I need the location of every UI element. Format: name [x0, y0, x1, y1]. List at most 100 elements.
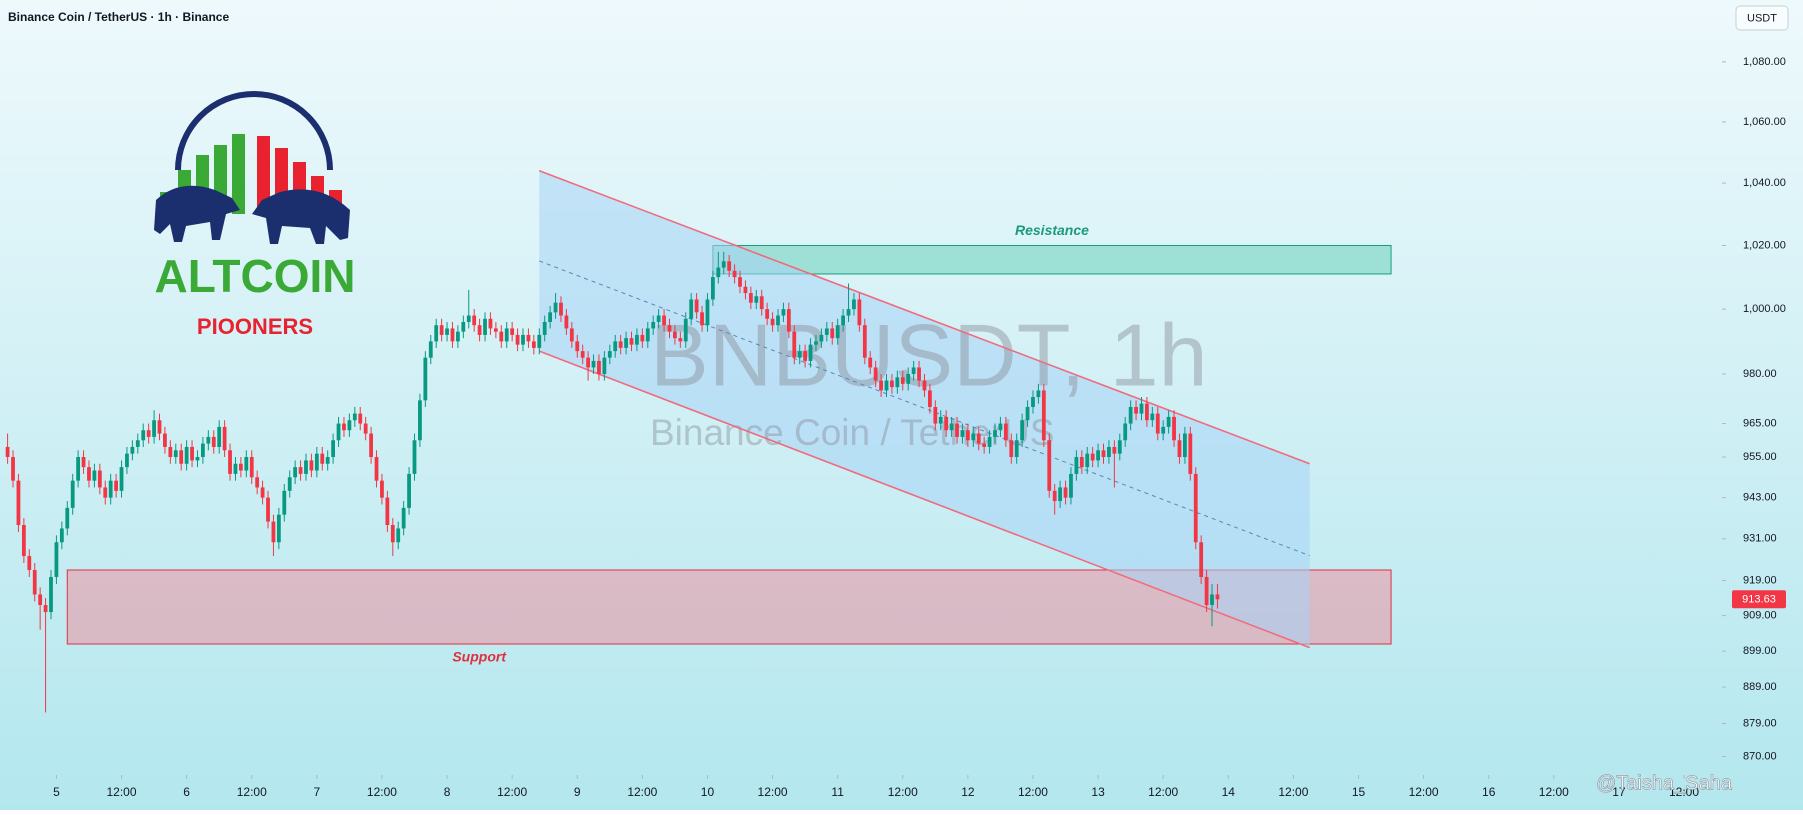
- candle-body: [673, 331, 677, 339]
- candle-body: [493, 328, 498, 332]
- x-tick-label: 12:00: [1539, 785, 1569, 799]
- candle-body: [933, 406, 938, 424]
- y-tick-label: 980.00: [1743, 368, 1777, 380]
- candle-body: [748, 293, 753, 303]
- logo: ALTCOIN PIOONERS: [154, 91, 356, 339]
- currency: USDT: [1747, 12, 1777, 24]
- candle-body: [765, 309, 770, 319]
- candle-body: [488, 318, 493, 329]
- candle-body: [108, 480, 113, 498]
- candle-body: [635, 334, 639, 345]
- candle-body: [1188, 433, 1193, 474]
- logo-bull: [154, 185, 240, 242]
- candle-body: [879, 380, 883, 391]
- x-tick-label: 17: [1612, 785, 1626, 799]
- candle-body: [559, 302, 563, 316]
- logo-title: ALTCOIN: [154, 250, 355, 302]
- candle-body: [895, 377, 900, 388]
- candle-body: [466, 315, 471, 322]
- x-tick-label: 15: [1352, 785, 1366, 799]
- candle-body: [1182, 433, 1187, 458]
- candle-body: [369, 433, 373, 458]
- candle-body: [1058, 487, 1063, 502]
- candle-body: [770, 318, 775, 326]
- y-tick-label: 870.00: [1743, 750, 1777, 762]
- candle-body: [1009, 440, 1014, 458]
- candle-body: [721, 261, 726, 268]
- candle-body: [727, 261, 732, 271]
- logo-bar: [257, 136, 270, 214]
- candle-body: [694, 299, 699, 313]
- candle-body: [97, 470, 102, 488]
- candle-body: [455, 331, 460, 342]
- candle-body: [531, 341, 536, 348]
- candle-body: [11, 457, 15, 481]
- candle-body: [347, 420, 352, 431]
- candle-body: [1112, 446, 1117, 454]
- candle-body: [1041, 390, 1046, 441]
- candle-body: [884, 380, 889, 391]
- candle-body: [922, 380, 927, 391]
- candle-body: [266, 497, 270, 522]
- candle-body: [700, 312, 704, 326]
- candle-body: [857, 299, 862, 326]
- candle-body: [846, 309, 851, 316]
- channel-upper: [538, 170, 1310, 465]
- y-tick-label: 1,060.00: [1743, 116, 1786, 128]
- candle-body: [195, 457, 200, 461]
- candle-body: [87, 467, 91, 481]
- last-price-tag: [1732, 590, 1786, 609]
- candle-body: [325, 457, 330, 464]
- candle-body: [797, 351, 802, 358]
- candle-body: [385, 497, 390, 526]
- candle-body: [781, 309, 786, 316]
- zone: [712, 244, 1392, 275]
- candle-body: [998, 423, 1003, 431]
- candle-body: [157, 420, 162, 434]
- x-tick-label: 12:00: [1018, 785, 1048, 799]
- candle-body: [1139, 403, 1144, 414]
- channel-fill: [539, 170, 1310, 648]
- candle-body: [776, 315, 780, 326]
- candle-body: [1014, 440, 1019, 458]
- candle-body: [1069, 473, 1073, 498]
- candle-body: [960, 430, 965, 437]
- candle-body: [304, 460, 308, 474]
- candle-body: [515, 334, 520, 345]
- candle-body: [553, 302, 558, 313]
- candle-body: [754, 296, 759, 303]
- candle-body: [331, 440, 336, 458]
- candle-body: [656, 315, 661, 322]
- candle-body: [81, 457, 86, 468]
- x-tick-label: 12:00: [758, 785, 788, 799]
- candle-body: [1020, 420, 1025, 441]
- candle-body: [759, 296, 764, 310]
- y-tick-label: 909.00: [1743, 610, 1777, 622]
- candle-body: [233, 463, 238, 474]
- candle-body: [374, 457, 379, 481]
- y-tick-label: 899.00: [1743, 645, 1777, 657]
- candle-body: [125, 453, 129, 468]
- candle-body: [249, 457, 254, 478]
- candle-body: [179, 450, 184, 464]
- candle-body: [54, 542, 59, 577]
- candle-body: [830, 328, 835, 339]
- candle-body: [689, 299, 694, 319]
- x-tick-label: 12:00: [107, 785, 137, 799]
- candle-body: [597, 360, 601, 375]
- candle-body: [342, 423, 346, 431]
- candle-body: [418, 400, 422, 441]
- candle-body: [667, 325, 672, 332]
- candle-body: [434, 325, 439, 342]
- candle-body: [580, 351, 585, 358]
- candle-body: [309, 460, 314, 471]
- candle-body: [407, 473, 411, 508]
- last-price-label: 913.63: [1742, 594, 1776, 606]
- candle-body: [814, 341, 818, 345]
- candle-body: [949, 423, 954, 431]
- candle-body: [173, 450, 178, 458]
- candle-body: [841, 315, 845, 326]
- candle-body: [906, 374, 911, 384]
- candle-body: [1155, 413, 1160, 434]
- x-tick-label: 13: [1091, 785, 1105, 799]
